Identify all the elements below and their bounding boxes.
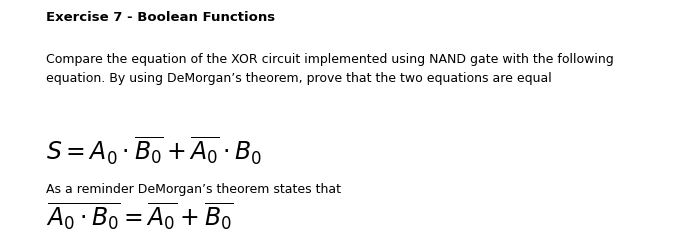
Text: Exercise 7 - Boolean Functions: Exercise 7 - Boolean Functions [46, 11, 275, 24]
Text: $\mathit{S} = \mathit{A}_{0} \cdot \overline{\mathit{B}_{0}} + \overline{\mathit: $\mathit{S} = \mathit{A}_{0} \cdot \over… [46, 135, 262, 167]
Text: As a reminder DeMorgan’s theorem states that: As a reminder DeMorgan’s theorem states … [46, 183, 341, 196]
Text: Compare the equation of the XOR circuit implemented using NAND gate with the fol: Compare the equation of the XOR circuit … [46, 53, 614, 85]
Text: $\overline{\mathit{A}_{0} \cdot \mathit{B}_{0}} = \overline{\mathit{A}_{0}} + \o: $\overline{\mathit{A}_{0} \cdot \mathit{… [46, 201, 234, 232]
